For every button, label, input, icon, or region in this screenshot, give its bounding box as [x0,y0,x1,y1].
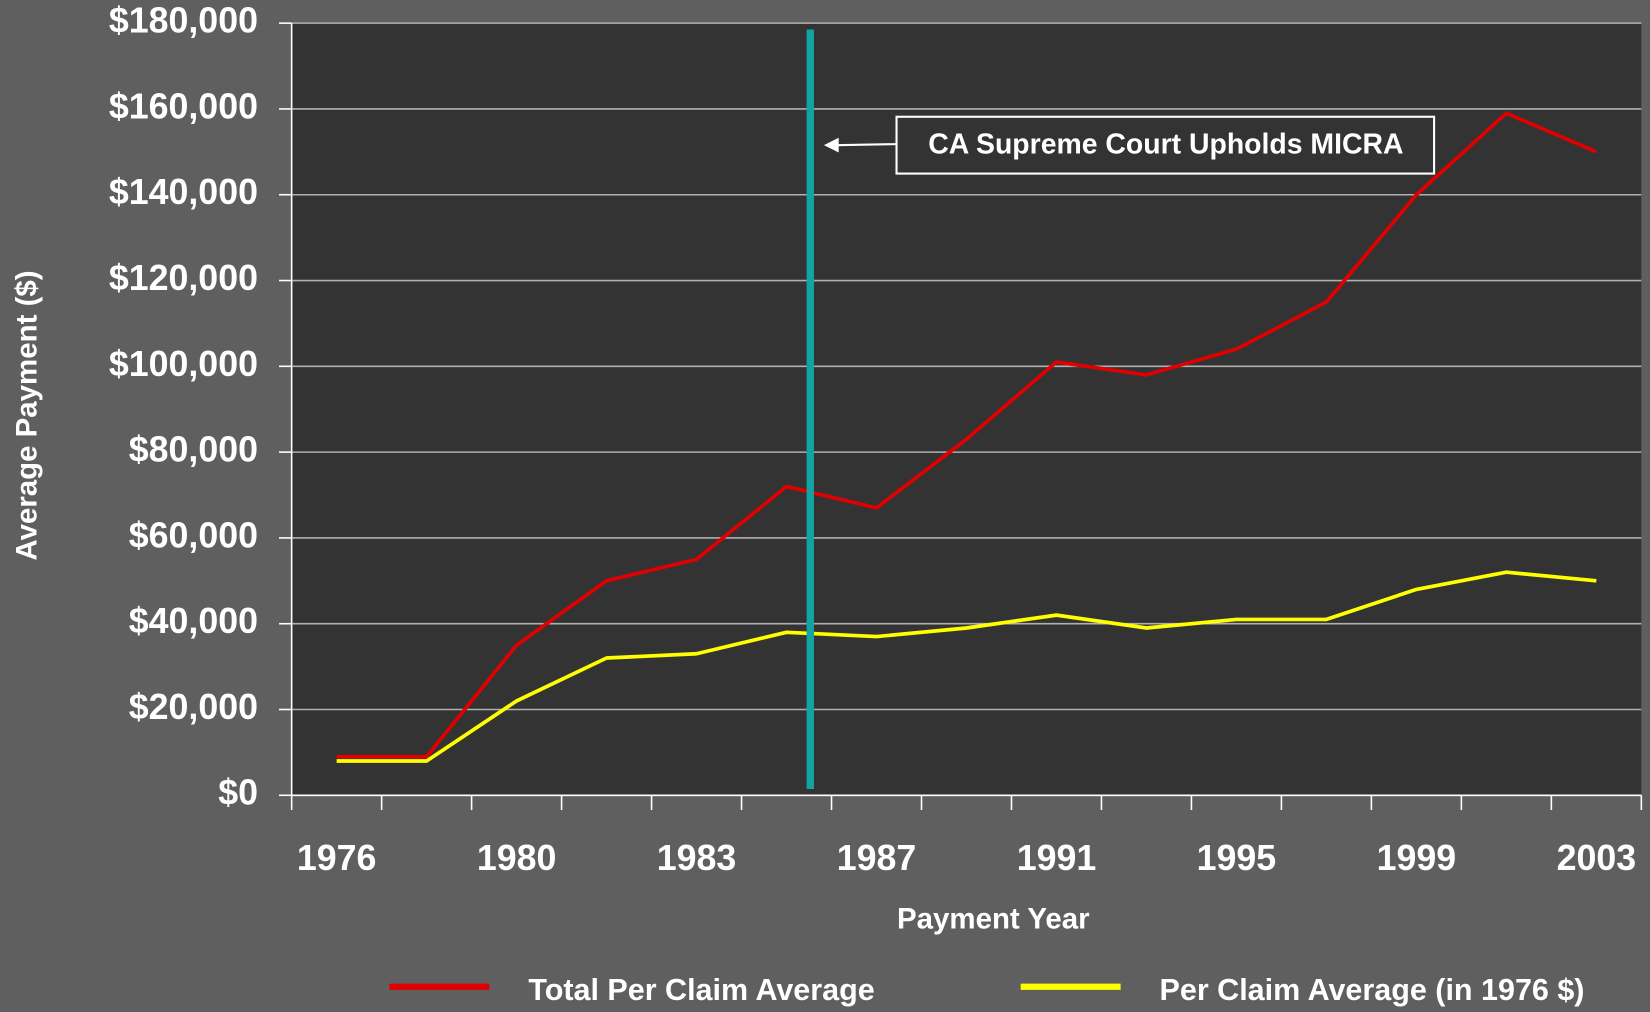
x-tick-label: 1987 [837,838,917,878]
x-tick-label: 1995 [1197,838,1277,878]
y-tick-label: $180,000 [109,1,258,41]
x-axis-title: Payment Year [897,902,1090,935]
data-line [336,570,1597,763]
x-tick-label: 1980 [477,838,557,878]
annotation: CA Supreme Court Upholds MICRA [928,129,1403,161]
y-tick-label: $0 [218,773,258,813]
y-tick-label: $60,000 [129,515,258,555]
annotation-arrow [836,143,897,147]
y-tick-label: $20,000 [129,687,258,727]
y-tick-label: $120,000 [109,258,258,298]
y-tick-label: $140,000 [109,172,258,212]
y-axis-title: Average Payment ($) [10,270,43,560]
x-tick-label: 2003 [1557,838,1637,878]
y-tick-label: $160,000 [109,86,258,126]
x-tick-label: 1999 [1377,838,1457,878]
x-tick-label: 1991 [1017,838,1097,878]
legend-label: Total Per Claim Average [528,973,874,1007]
annotation-arrowhead [823,137,839,153]
annotation-box [895,115,1436,175]
y-tick-label: $80,000 [129,430,258,470]
legend-label: Per Claim Average (in 1976 $) [1160,973,1585,1007]
x-tick-label: 1983 [657,838,737,878]
data-line [336,111,1598,759]
x-tick-label: 1976 [297,838,377,878]
y-tick-label: $100,000 [109,344,258,384]
y-tick-label: $40,000 [129,601,258,641]
